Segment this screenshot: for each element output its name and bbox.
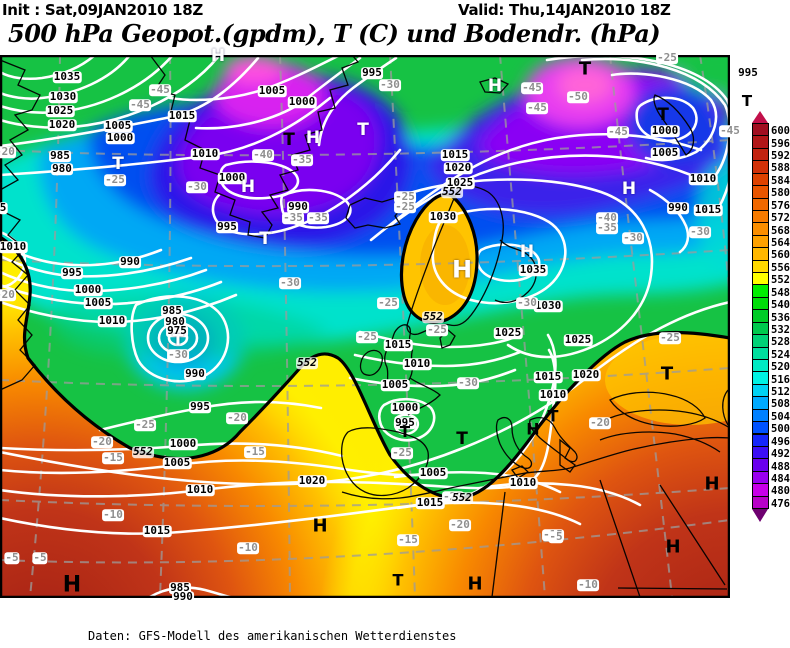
init-timestamp: Init : Sat,09JAN2010 18Z [2,1,203,19]
colorbar-segment [752,346,769,360]
weather-map [0,55,730,598]
colorbar-segment [752,209,769,224]
colorbar-segment [752,334,769,348]
colorbar-label: 484 [771,472,790,485]
colorbar-segment [752,247,769,261]
colorbar-segment [752,222,769,236]
colorbar-segment [752,371,769,385]
colorbar-label: 588 [771,162,790,175]
colorbar-label: 560 [771,249,790,262]
colorbar-segment [752,458,769,472]
colorbar-label: 508 [771,398,790,411]
colorbar-segment [752,358,769,373]
colorbar-label: 536 [771,311,790,324]
colorbar-label: 592 [771,150,790,163]
colorbar-label: 480 [771,485,790,498]
colorbar-segment [752,135,769,149]
colorbar-label: 580 [771,187,790,200]
colorbar-label: 504 [771,410,790,423]
colorbar-label: 528 [771,336,790,349]
isobar-label: 995 [737,66,759,80]
map-border [0,55,730,598]
page-title: 500 hPa Geopot.(gpdm), T (C) und Bodendr… [8,19,661,48]
colorbar-segment [752,433,769,447]
colorbar-segment [752,421,769,435]
colorbar-segment [752,309,769,323]
colorbar-segment [752,259,769,274]
colorbar-segment [752,470,769,485]
colorbar-segment [752,160,769,174]
warm-airmass-shading [0,237,730,597]
colorbar-arrow-bottom [752,509,768,523]
colorbar-segment [752,495,769,509]
pressure-center-low: T [741,92,753,111]
colorbar-segment [752,272,769,286]
colorbar-label: 532 [771,323,790,336]
colorbar-label: 516 [771,373,790,386]
colorbar-segment [752,483,769,497]
colorbar-label: 500 [771,423,790,436]
colorbar-label: 552 [771,274,790,287]
colorbar-arrow-top [752,111,768,123]
colorbar-label: 520 [771,361,790,374]
colorbar-segment [752,321,769,336]
colorbar-segment [752,197,769,211]
colorbar-label: 568 [771,224,790,237]
colorbar-segment [752,396,769,410]
colorbar-label: 524 [771,348,790,361]
colorbar-label: 476 [771,497,790,510]
footer-source: Daten: GFS-Modell des amerikanischen Wet… [88,629,457,643]
footer-credits: Daten: GFS-Modell des amerikanischen Wet… [88,601,456,648]
colorbar-label: 548 [771,286,790,299]
colorbar-segment [752,234,769,249]
colorbar-segment [752,284,769,298]
coastlines [0,55,730,598]
colorbar-label: 572 [771,212,790,225]
colorbar-segment [752,296,769,311]
colorbar-label: 492 [771,448,790,461]
colorbar-label: 496 [771,435,790,448]
colorbar-segment [752,445,769,460]
colorbar-segment [752,383,769,398]
colorbar-label: 540 [771,299,790,312]
colorbar-label: 584 [771,174,790,187]
colorbar-segment [752,172,769,187]
colorbar-label: 596 [771,137,790,150]
colorbar-label: 488 [771,460,790,473]
colorbar-label: 512 [771,386,790,399]
colorbar-label: 556 [771,261,790,274]
colorbar-segment [752,185,769,199]
colorbar-segment [752,123,769,137]
colorbar-label: 564 [771,236,790,249]
colorbar-segment [752,408,769,423]
colorbar-label: 600 [771,125,790,138]
colorbar-segment [752,147,769,162]
valid-timestamp: Valid: Thu,14JAN2010 18Z [458,1,671,19]
colorbar-label: 576 [771,199,790,212]
